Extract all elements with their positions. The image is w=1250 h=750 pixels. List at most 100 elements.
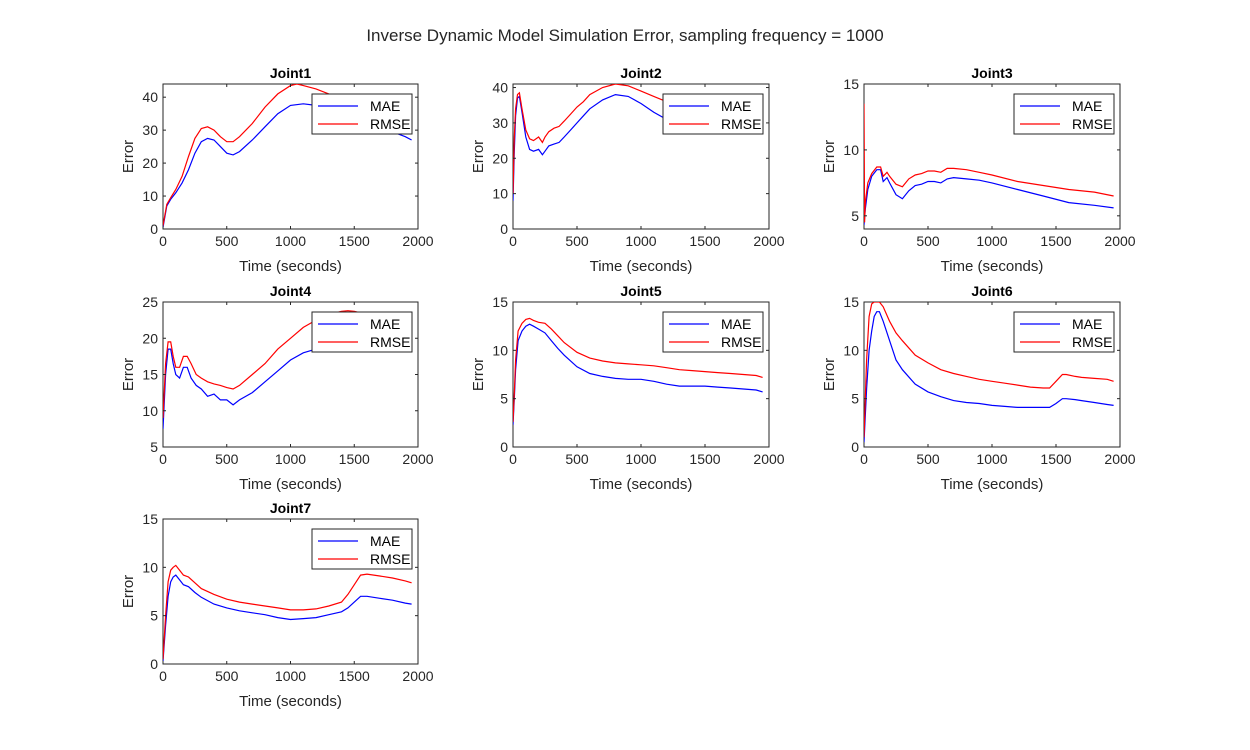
y-tick-label: 40 [142, 89, 158, 105]
x-tick-label: 500 [215, 233, 239, 249]
y-tick-label: 5 [150, 608, 158, 624]
legend-label-mae: MAE [1072, 98, 1102, 114]
x-tick-label: 500 [565, 233, 589, 249]
legend-label-mae: MAE [370, 533, 400, 549]
x-axis-label: Time (seconds) [590, 476, 693, 493]
y-axis-label: Error [821, 358, 838, 391]
series-line-mae [163, 344, 412, 429]
x-tick-label: 0 [860, 233, 868, 249]
y-axis-label: Error [470, 140, 487, 173]
x-tick-label: 500 [565, 451, 589, 467]
x-tick-label: 0 [509, 451, 517, 467]
series-line-rmse [864, 302, 1114, 438]
x-tick-label: 0 [860, 451, 868, 467]
y-tick-label: 30 [492, 115, 508, 131]
subplot-joint4: 0 500 1000 1500 2000 5 10 15 20 25 Joint4 Time (sec… [120, 283, 434, 493]
series-line-rmse [513, 317, 763, 422]
y-tick-label: 5 [150, 439, 158, 455]
y-axis-label: Error [120, 140, 137, 173]
y-tick-label: 20 [142, 155, 158, 171]
legend-label-rmse: RMSE [721, 116, 761, 132]
subplot-title: Joint7 [270, 500, 311, 516]
subplot-joint2: 0 500 1000 1500 2000 0 10 20 30 40 Joint2 Time (sec… [470, 65, 785, 275]
y-tick-label: 15 [142, 511, 158, 527]
y-tick-label: 15 [142, 367, 158, 383]
subplot-title: Joint1 [270, 65, 311, 81]
legend-label-rmse: RMSE [370, 551, 410, 567]
x-tick-label: 1500 [689, 233, 720, 249]
y-tick-label: 0 [500, 221, 508, 237]
x-axis-label: Time (seconds) [239, 476, 342, 493]
legend-label-mae: MAE [721, 98, 751, 114]
y-tick-label: 40 [492, 80, 508, 96]
y-tick-label: 10 [843, 142, 859, 158]
legend-label-rmse: RMSE [721, 334, 761, 350]
x-tick-label: 0 [159, 451, 167, 467]
subplot-joint5: 0 500 1000 1500 2000 0 5 10 15 Joint5 Time (second… [470, 283, 785, 493]
subplot-title: Joint3 [971, 65, 1012, 81]
subplot-title: Joint4 [270, 283, 311, 299]
legend-label-mae: MAE [1072, 316, 1102, 332]
x-axis-label: Time (seconds) [590, 258, 693, 275]
subplot-title: Joint5 [620, 283, 661, 299]
legend-label-rmse: RMSE [370, 334, 410, 350]
x-tick-label: 1000 [625, 233, 656, 249]
y-tick-label: 0 [150, 656, 158, 672]
x-tick-label: 1000 [625, 451, 656, 467]
y-axis-label: Error [821, 140, 838, 173]
x-tick-label: 1500 [1040, 451, 1071, 467]
y-tick-label: 15 [843, 76, 859, 92]
x-tick-label: 1000 [275, 233, 306, 249]
y-tick-label: 10 [492, 342, 508, 358]
x-tick-label: 1000 [976, 451, 1007, 467]
subplot-title: Joint2 [620, 65, 661, 81]
y-tick-label: 5 [500, 391, 508, 407]
legend-box [1013, 311, 1115, 353]
series-line-mae [864, 311, 1114, 443]
x-tick-label: 1500 [689, 451, 720, 467]
y-tick-label: 15 [492, 294, 508, 310]
x-tick-label: 1000 [275, 668, 306, 684]
x-tick-label: 500 [215, 451, 239, 467]
subplot-joint1: 0 500 1000 1500 2000 0 10 20 30 40 Joint1 Time (sec… [120, 65, 434, 275]
x-tick-label: 1500 [1040, 233, 1071, 249]
x-tick-label: 2000 [753, 451, 784, 467]
x-tick-label: 2000 [402, 233, 433, 249]
x-tick-label: 1500 [339, 451, 370, 467]
legend-label-rmse: RMSE [370, 116, 410, 132]
series-line-rmse [163, 310, 412, 419]
legend-label-mae: MAE [370, 98, 400, 114]
x-tick-label: 2000 [1104, 233, 1135, 249]
legend-label-mae: MAE [370, 316, 400, 332]
x-axis-label: Time (seconds) [941, 258, 1044, 275]
series-line-rmse [163, 564, 412, 660]
legend-label-rmse: RMSE [1072, 334, 1112, 350]
y-tick-label: 15 [843, 294, 859, 310]
y-tick-label: 20 [142, 330, 158, 346]
y-tick-label: 10 [843, 342, 859, 358]
y-tick-label: 25 [142, 294, 158, 310]
y-tick-label: 30 [142, 122, 158, 138]
series-line-mae [163, 574, 412, 662]
y-tick-label: 20 [492, 150, 508, 166]
x-tick-label: 1500 [339, 668, 370, 684]
y-tick-label: 10 [492, 186, 508, 202]
legend-box [311, 311, 413, 353]
x-tick-label: 500 [215, 668, 239, 684]
x-axis-label: Time (seconds) [239, 258, 342, 275]
x-axis-label: Time (seconds) [941, 476, 1044, 493]
figure-title: Inverse Dynamic Model Simulation Error, … [366, 26, 884, 45]
series-line-mae [864, 169, 1114, 226]
legend-box [662, 311, 764, 353]
legend-box [1013, 93, 1115, 135]
x-tick-label: 2000 [402, 668, 433, 684]
y-tick-label: 5 [851, 208, 859, 224]
y-tick-label: 10 [142, 188, 158, 204]
x-tick-label: 0 [159, 668, 167, 684]
y-axis-label: Error [120, 575, 137, 608]
legend-label-mae: MAE [721, 316, 751, 332]
x-tick-label: 2000 [753, 233, 784, 249]
y-tick-label: 0 [500, 439, 508, 455]
series-line-mae [513, 323, 763, 425]
